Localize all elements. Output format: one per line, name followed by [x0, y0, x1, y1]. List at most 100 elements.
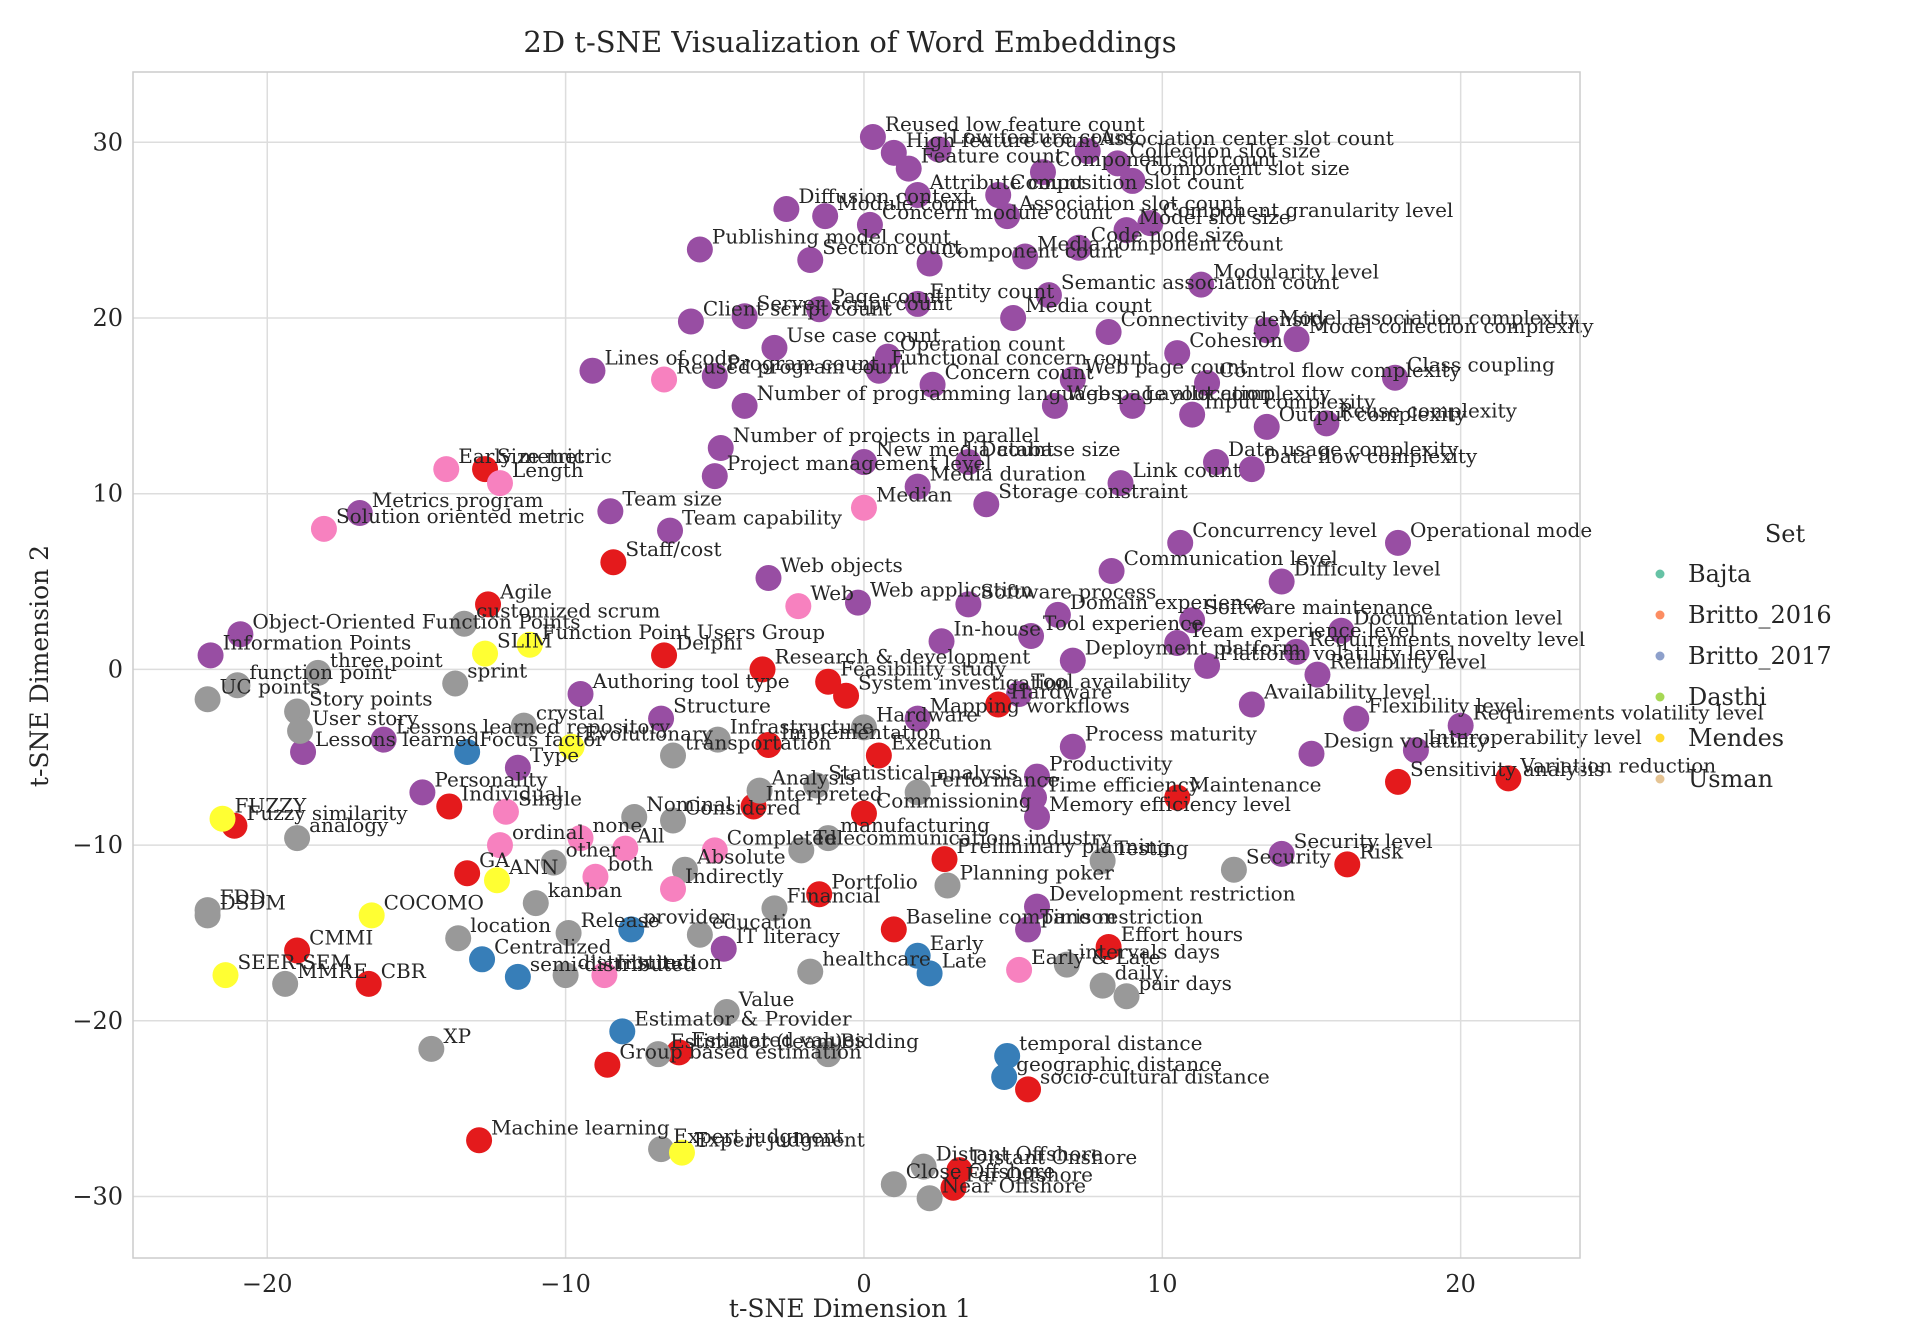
data-point [433, 456, 460, 483]
point-label: FDD [220, 885, 266, 909]
data-point [651, 366, 678, 393]
data-point [815, 668, 842, 695]
point-label: customized scrum [476, 599, 660, 623]
data-point [1167, 529, 1194, 556]
data-point [859, 124, 886, 151]
data-point [1179, 607, 1206, 634]
x-tick-label: −10 [540, 1270, 591, 1298]
point-label: Solution oriented metric [336, 504, 584, 528]
point-label: Research & development [775, 644, 1031, 668]
point-label: Flexibility level [1368, 694, 1523, 718]
data-point [904, 705, 931, 732]
data-point [194, 686, 221, 713]
point-label: GA [479, 848, 510, 872]
y-tick-label: 30 [92, 128, 123, 156]
data-point [1059, 733, 1086, 760]
point-label: Security [1246, 845, 1332, 869]
data-point [773, 196, 800, 223]
data-point [442, 670, 469, 697]
data-point [928, 628, 955, 655]
point-label: COCOMO [384, 890, 484, 914]
legend-entry: Britto_2016 [1688, 601, 1832, 629]
data-point [224, 672, 251, 699]
data-point [904, 181, 931, 208]
data-point [1015, 916, 1042, 943]
point-label: Client script count [703, 296, 892, 320]
data-point [1053, 951, 1080, 978]
point-label: Collection slot size [1130, 138, 1321, 162]
data-point [418, 1035, 445, 1062]
point-label: Output complexity [1279, 402, 1467, 426]
legend-marker [1655, 569, 1665, 579]
data-point [785, 593, 812, 620]
point-label: Story points [309, 687, 432, 711]
point-label: Model collection complexity [1309, 314, 1595, 338]
data-point [904, 473, 931, 500]
point-label: Early metric [458, 444, 584, 468]
data-point [645, 1041, 672, 1068]
point-label: Software process [980, 579, 1156, 603]
point-label: Section count [822, 235, 962, 259]
data-point [916, 1185, 943, 1212]
data-point [290, 738, 317, 765]
point-label: Web page count [1085, 354, 1248, 378]
point-label: Reused program count [676, 354, 908, 378]
data-points [194, 124, 1522, 1212]
data-point [910, 1153, 937, 1180]
data-point [746, 777, 773, 804]
data-point [985, 181, 1012, 208]
data-point [1238, 456, 1265, 483]
data-point [466, 1127, 493, 1154]
point-label: Agile [499, 579, 552, 603]
point-label: Early & Late [1031, 945, 1160, 969]
point-label: Focus factor [479, 727, 605, 751]
data-point [1313, 410, 1340, 437]
point-label: Project management level [727, 451, 992, 475]
data-point [284, 698, 311, 725]
point-label: Media count [1025, 293, 1152, 317]
plot-frame [132, 71, 1581, 1259]
data-point [1015, 1076, 1042, 1103]
data-point [483, 867, 510, 894]
point-label: sprint [467, 658, 527, 682]
point-label: Commissioning [876, 788, 1032, 812]
data-point [985, 691, 1012, 718]
legend-marker [1655, 610, 1665, 620]
data-point [1041, 392, 1068, 419]
point-label: Sensitivity analysis [1410, 757, 1604, 781]
data-point [310, 515, 337, 542]
data-point [504, 963, 531, 990]
data-point [1024, 803, 1051, 830]
data-point [1343, 705, 1370, 732]
data-point [591, 962, 618, 989]
point-label: Absolute [696, 845, 786, 869]
data-point [1137, 210, 1164, 237]
y-tick-label: −10 [72, 831, 123, 859]
point-label: High feature count [906, 128, 1099, 152]
point-label: Effort hours [1121, 922, 1243, 946]
point-label: IT literacy [736, 924, 841, 948]
data-point [618, 916, 645, 943]
point-label: Variation reduction [1519, 753, 1716, 777]
data-point [797, 958, 824, 985]
data-point [1113, 983, 1140, 1010]
data-point [1000, 304, 1027, 331]
point-label: Institution [616, 950, 722, 974]
data-point [597, 498, 624, 525]
point-label: Single [518, 787, 582, 811]
data-point [409, 779, 436, 806]
point-label: Distant Offshore [936, 1142, 1103, 1166]
point-label: Implementation [780, 720, 941, 744]
x-axis-label: t-SNE Dimension 1 [729, 1294, 971, 1323]
point-label: SLIM [497, 629, 552, 653]
legend-marker [1655, 733, 1665, 743]
point-label: Server script count [757, 291, 953, 315]
point-label: distributed [578, 950, 690, 974]
point-label: Class coupling [1407, 353, 1555, 377]
point-label: Authoring tool type [592, 669, 790, 693]
point-label: DSDM [220, 890, 286, 914]
point-label: XP [443, 1024, 471, 1048]
y-tick-label: −20 [72, 1007, 123, 1035]
point-label: System investigation [858, 671, 1070, 695]
point-label: Media duration [930, 462, 1086, 486]
